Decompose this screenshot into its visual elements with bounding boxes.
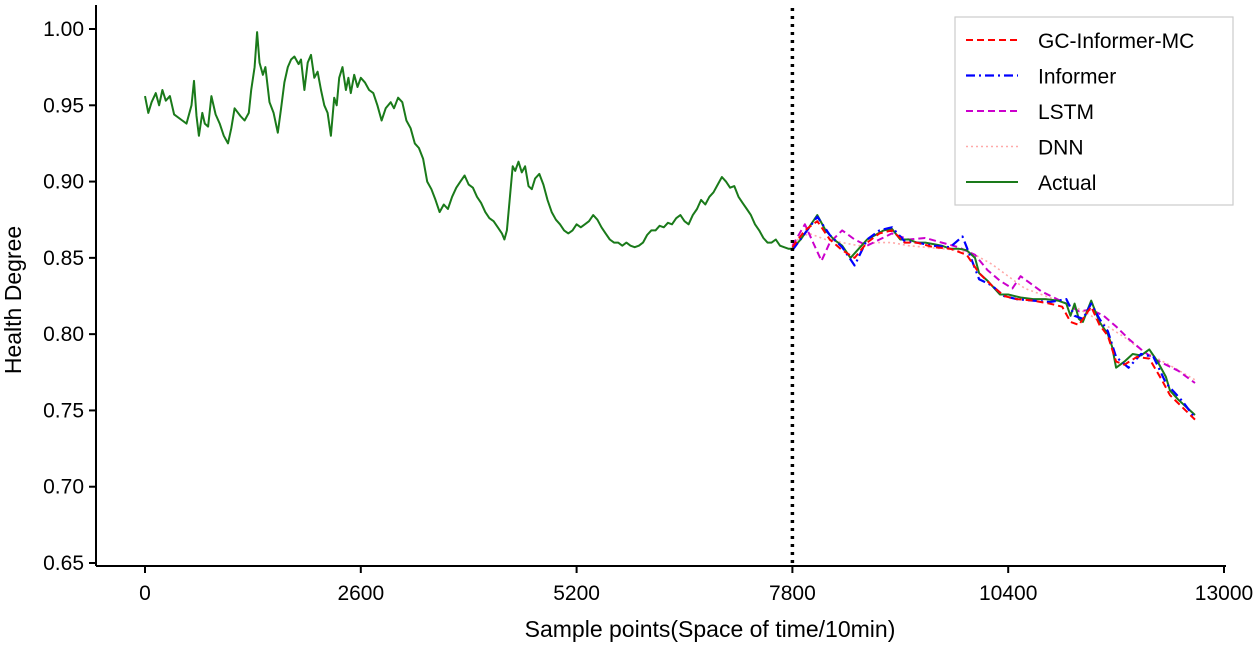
- y-tick-label: 0.85: [43, 247, 84, 270]
- x-tick-label: 2600: [337, 582, 384, 605]
- series-line-lstm: [791, 223, 1196, 384]
- y-tick-label: 0.80: [43, 323, 84, 346]
- y-tick-label: 0.65: [43, 552, 84, 575]
- x-tick-label: 13000: [1195, 582, 1253, 605]
- x-tick-label: 10400: [979, 582, 1037, 605]
- x-axis-label: Sample points(Space of time/10min): [525, 616, 896, 642]
- y-tick-label: 0.70: [43, 476, 84, 499]
- y-tick-label: 0.95: [43, 94, 84, 117]
- legend-label: DNN: [1038, 137, 1084, 160]
- legend-label: Informer: [1038, 66, 1116, 89]
- legend: GC-Informer-MC Informer LSTM DNN Actual: [954, 16, 1234, 206]
- x-tick-label: 0: [139, 582, 151, 605]
- x-tick-label: 7800: [769, 582, 816, 605]
- legend-label: LSTM: [1038, 101, 1094, 124]
- series-line-actual: [144, 31, 1196, 416]
- legend-label: Actual: [1038, 172, 1096, 195]
- y-axis-label: Health Degree: [0, 226, 26, 374]
- series-line-gc-informer-mc: [791, 220, 1196, 421]
- x-ticks: 0 2600 5200 7800 10400 13000: [139, 566, 1253, 605]
- axes: 0 2600 5200 7800 10400 13000 0.65 0.70 0.75 0.80…: [43, 5, 1253, 605]
- series-line-informer: [791, 215, 1196, 419]
- series-layer: [144, 31, 1196, 421]
- y-tick-label: 0.90: [43, 171, 84, 194]
- x-tick-label: 5200: [553, 582, 600, 605]
- legend-label: GC-Informer-MC: [1038, 30, 1194, 53]
- y-tick-label: 1.00: [43, 18, 84, 41]
- y-ticks: 0.65 0.70 0.75 0.80 0.85 0.90 0.95 1.00: [43, 18, 96, 575]
- y-tick-label: 0.75: [43, 399, 84, 422]
- series-line-dnn: [792, 232, 1196, 381]
